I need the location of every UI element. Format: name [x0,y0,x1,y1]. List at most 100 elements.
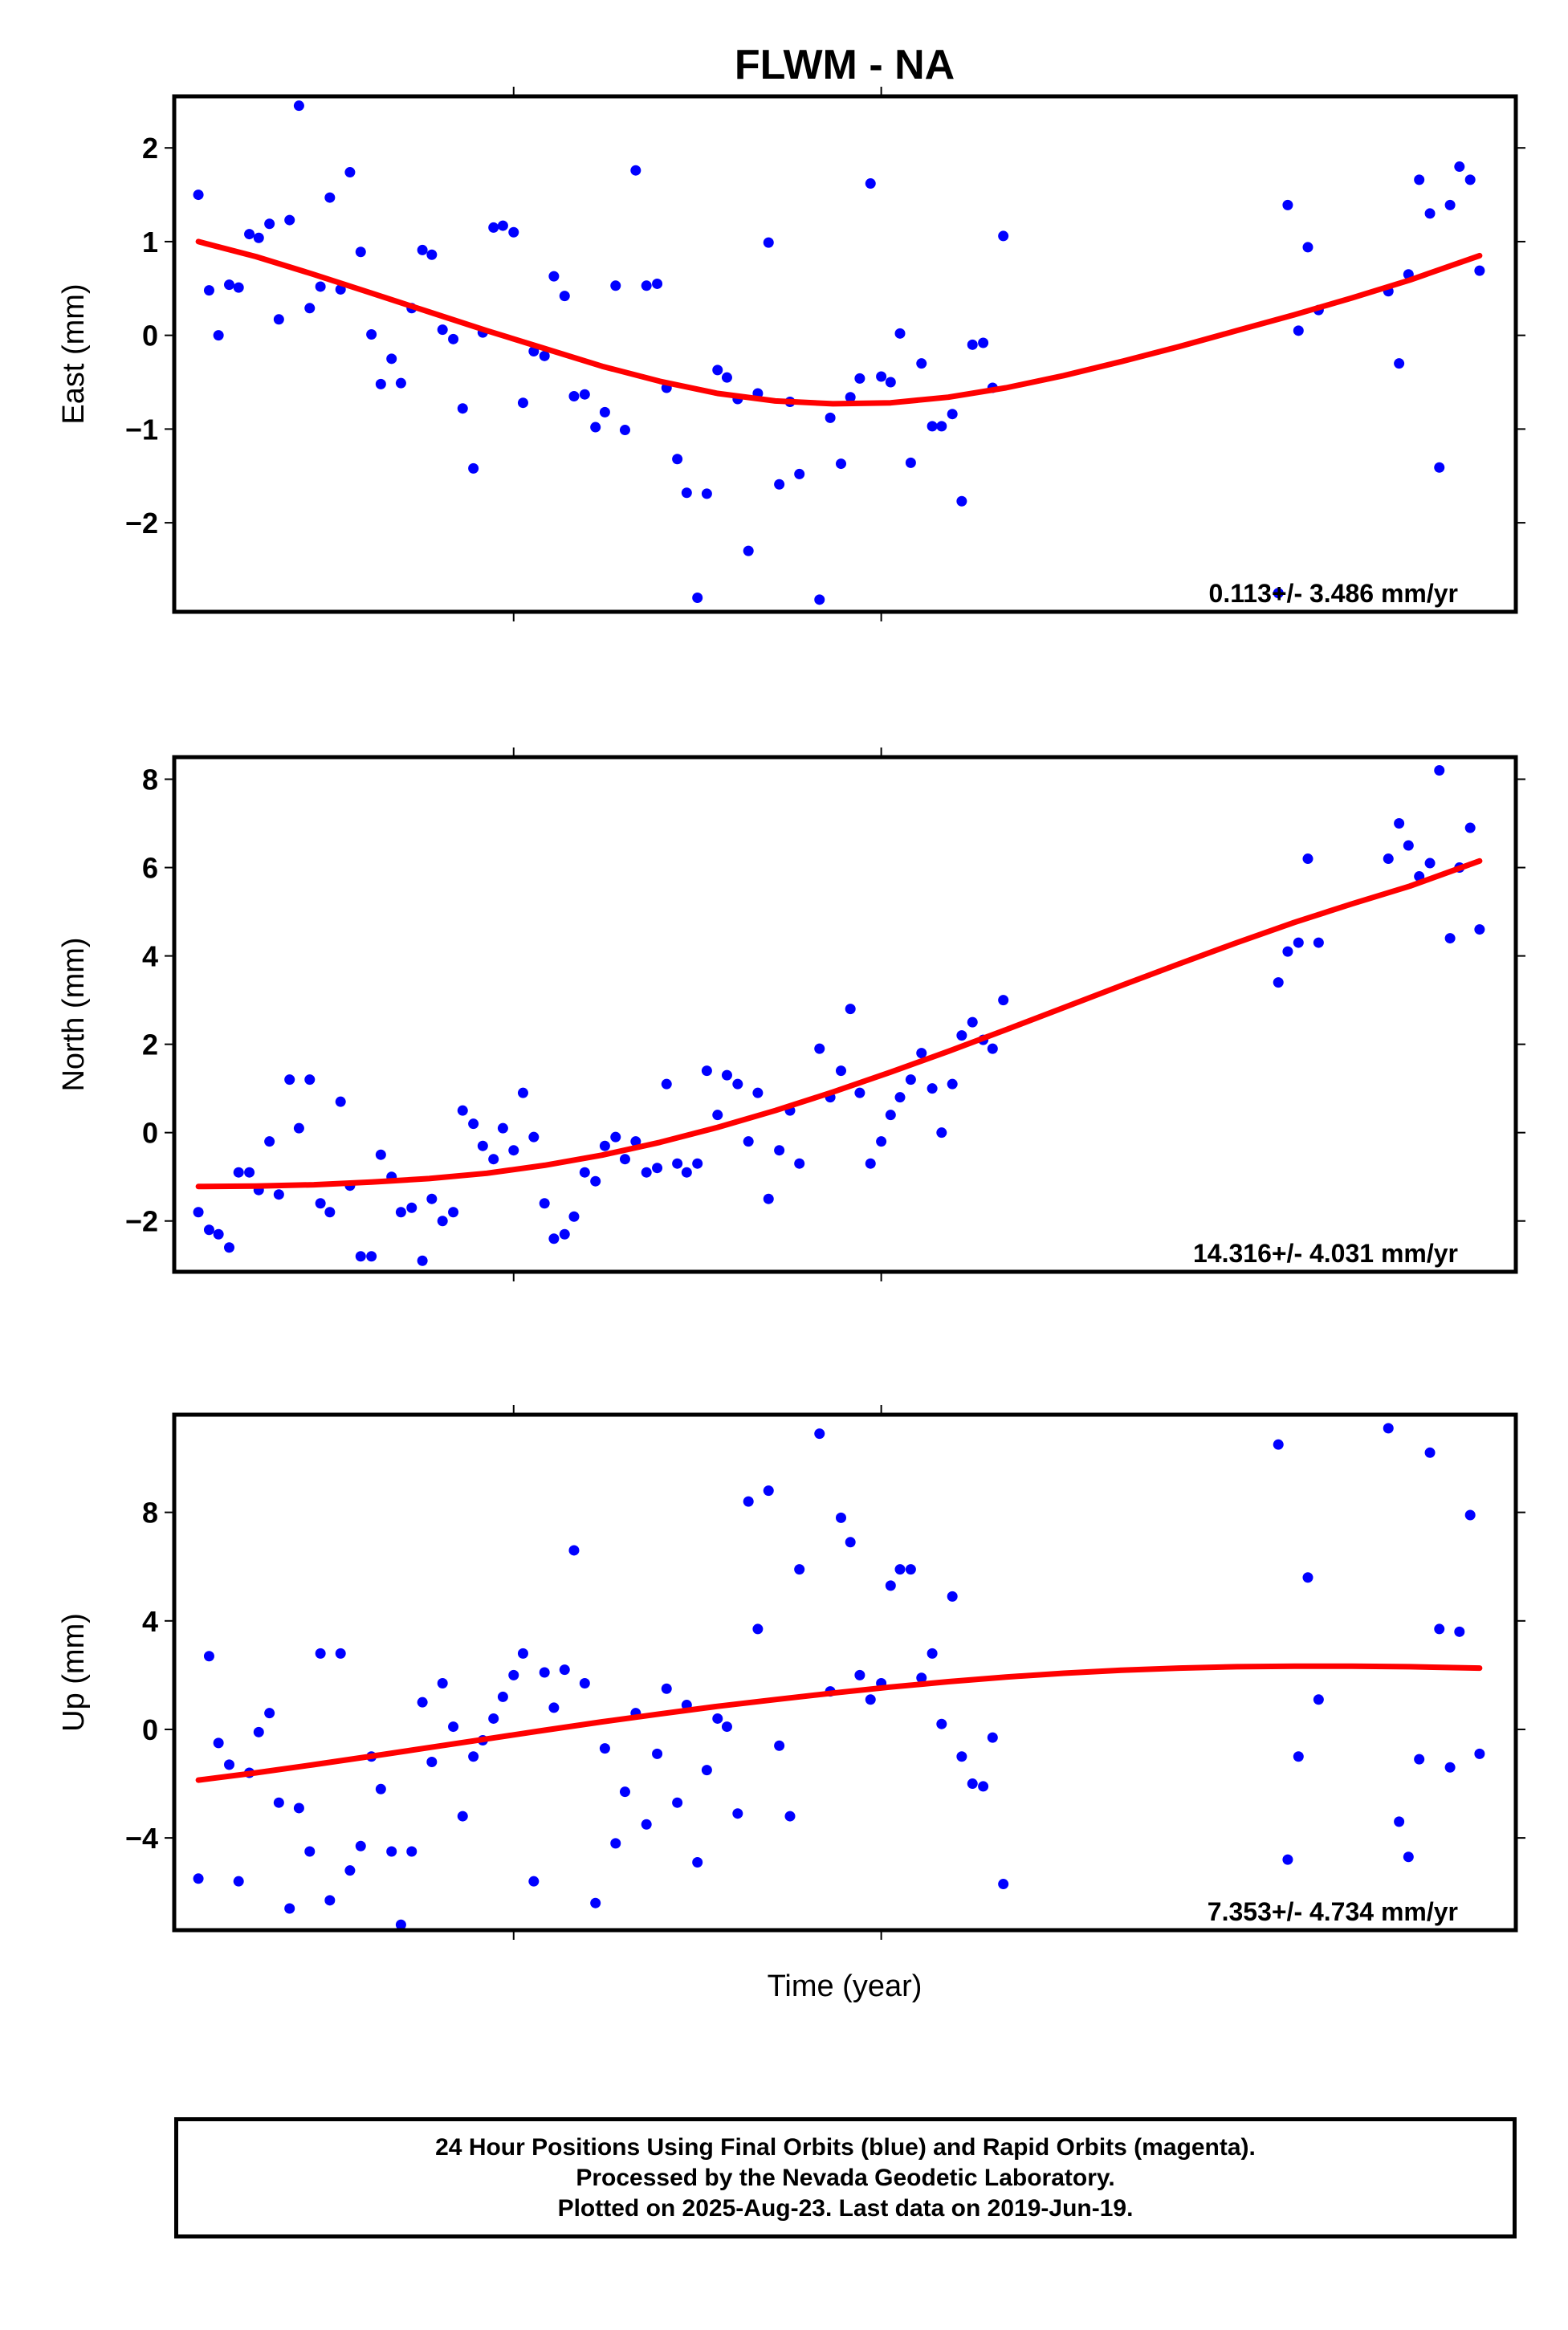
north-data-point [672,1158,683,1169]
up-data-point [927,1648,938,1659]
east-data-point [998,230,1009,242]
up-data-point [835,1512,846,1523]
north-data-point [619,1154,630,1165]
up-data-point [763,1485,774,1497]
up-data-point [784,1811,796,1822]
north-data-point [324,1207,336,1218]
east-plot-frame [172,94,1518,614]
east-data-point [774,479,785,490]
east-data-point [1474,265,1485,276]
up-data-point [568,1545,580,1556]
east-data-point [224,279,235,291]
north-data-point [315,1198,326,1209]
east-data-point [845,392,856,403]
east-data-point [743,545,754,556]
up-data-point [641,1819,652,1830]
north-data-point [193,1207,204,1218]
up-data-point [1444,1762,1456,1773]
north-data-point [1293,937,1304,948]
up-data-point [652,1748,663,1759]
east-data-point [193,189,204,201]
footer-line-3: Plotted on 2025-Aug-23. Last data on 201… [557,2194,1134,2222]
east-data-point [905,457,916,468]
up-data-point [1464,1509,1476,1521]
north-data-point [457,1105,468,1116]
up-data-point [1383,1423,1394,1434]
up-y-tick-label: −4 [125,1822,158,1855]
up-data-point [998,1879,1009,1890]
north-data-point [468,1118,479,1130]
up-data-point [273,1797,284,1808]
up-data-point [947,1591,958,1602]
east-data-point [304,303,316,314]
up-data-point [794,1564,805,1575]
east-data-point [233,282,244,293]
north-data-point [437,1216,448,1227]
east-data-point [794,468,805,479]
north-data-point [1383,853,1394,865]
up-data-point [528,1876,540,1887]
north-y-tick-label: 2 [142,1029,158,1061]
up-y-tick-label: 8 [142,1497,158,1530]
east-data-point [865,178,876,189]
north-data-point [610,1131,621,1143]
east-data-point [1394,358,1405,369]
north-data-point [233,1167,244,1178]
up-data-point [315,1648,326,1659]
east-data-point [1454,161,1465,173]
east-data-point [652,278,663,289]
east-data-point [641,280,652,291]
east-data-point [721,372,732,383]
north-data-point [916,1048,927,1059]
north-data-point [681,1167,692,1178]
north-data-point [203,1224,214,1236]
north-data-point [304,1074,316,1086]
north-data-point [885,1110,896,1121]
north-data-point [375,1149,386,1160]
x-axis-label: Time (year) [768,1970,922,2003]
up-data-point [845,1537,856,1548]
east-data-point [468,462,479,474]
east-data-point [610,280,621,291]
up-data-point [417,1697,428,1708]
up-data-point [437,1678,448,1689]
east-data-point [894,328,906,339]
east-data-point [692,592,703,603]
north-data-point [335,1096,346,1107]
up-data-point [468,1751,479,1762]
up-data-point [967,1778,978,1790]
north-data-point [497,1122,508,1134]
up-data-point [253,1726,264,1737]
up-y-axis-label: Up (mm) [57,1613,91,1732]
north-data-point [213,1228,224,1240]
up-data-point [293,1802,304,1814]
up-plot-frame [172,1412,1518,1933]
east-data-point [284,214,295,226]
north-y-tick-label: 0 [142,1117,158,1150]
up-data-point [956,1751,967,1762]
north-y-tick-label: 4 [142,940,158,973]
up-y-tick-label: 0 [142,1713,158,1746]
east-data-point [1302,242,1313,253]
east-data-point [599,406,610,418]
up-data-point [304,1846,316,1857]
east-data-point [814,594,825,605]
up-data-point [599,1743,610,1754]
east-data-point [417,244,428,255]
east-data-point [488,222,499,233]
north-fit-curve [195,857,1483,1190]
up-data-point [355,1840,366,1851]
north-data-point [528,1131,540,1143]
up-data-point [335,1648,346,1659]
east-y-tick-label: 0 [142,320,158,352]
north-data-point [721,1069,732,1081]
north-data-point [845,1004,856,1015]
up-data-point [814,1428,825,1440]
up-data-point [284,1903,295,1914]
up-data-point [865,1694,876,1705]
north-data-point [1403,840,1414,851]
north-data-point [1474,924,1485,935]
up-data-point [1434,1623,1445,1635]
east-data-point [497,220,508,231]
north-data-point [763,1193,774,1204]
